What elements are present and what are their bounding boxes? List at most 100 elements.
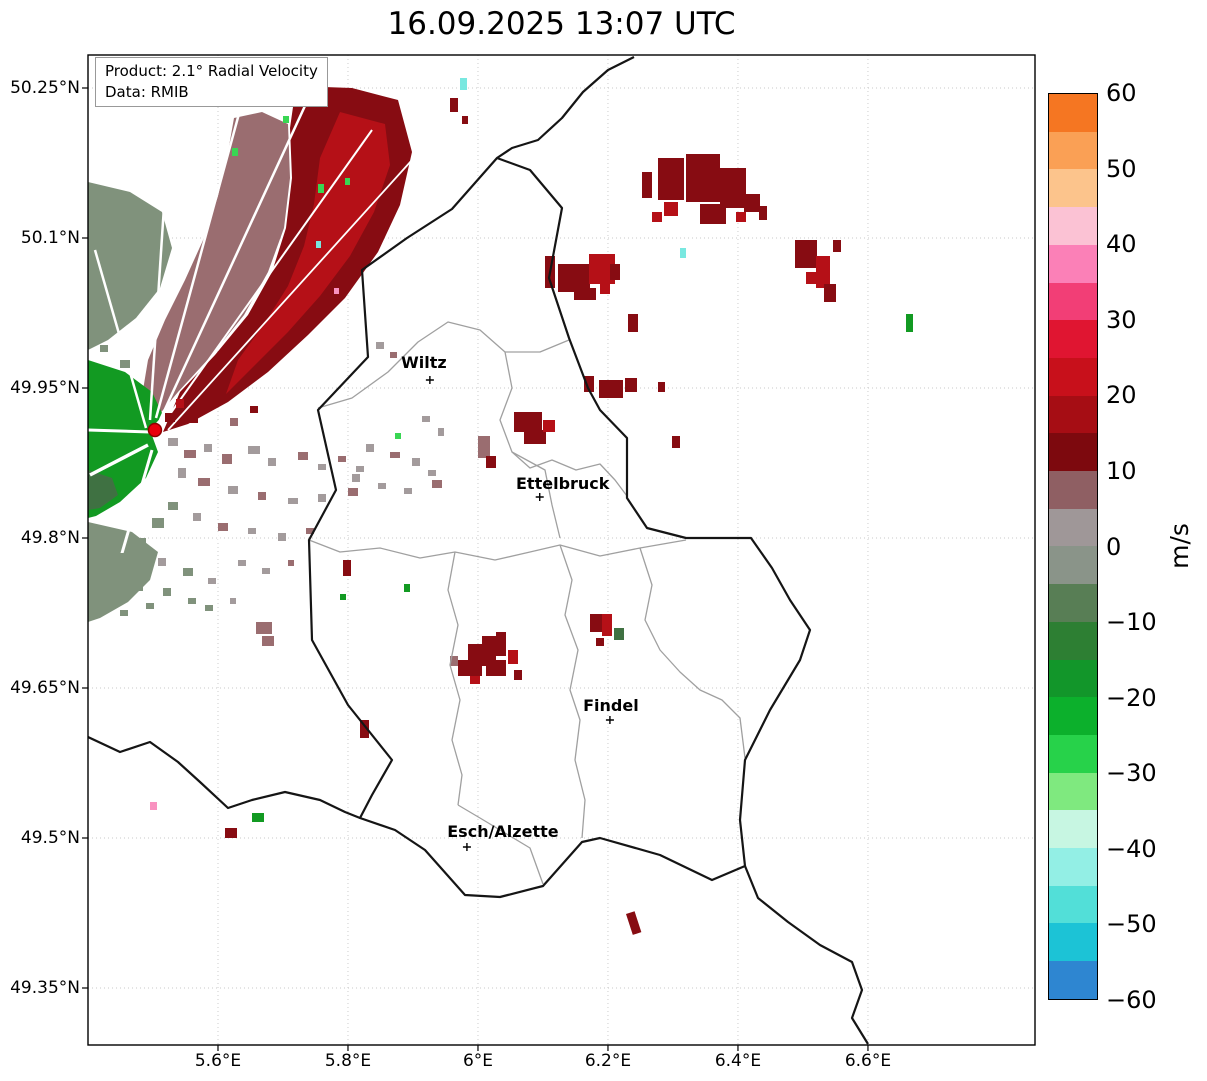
colorbar-segment [1049, 94, 1097, 132]
echo-cell [163, 588, 171, 596]
echo-cell [422, 416, 430, 422]
echo-cell [230, 418, 238, 426]
y-tick-label: 50.25°N [10, 78, 80, 98]
district-border [511, 451, 628, 497]
echo-cell [228, 486, 238, 494]
echo-cell [248, 528, 256, 534]
echo-cell [306, 528, 314, 534]
echo-cell [450, 98, 458, 112]
legend-box: Product: 2.1° Radial Velocity Data: RMIB [95, 57, 328, 107]
echo-cell [340, 594, 346, 600]
y-tick-label: 49.95°N [10, 378, 80, 398]
colorbar-tick-label: −50 [1106, 910, 1157, 939]
echo-cell [288, 560, 294, 566]
colorbar-tick-label: −10 [1106, 608, 1157, 637]
echo-cell [486, 456, 496, 468]
district-border [559, 544, 586, 839]
echo-region [88, 470, 118, 510]
colorbar-unit-label: m/s [1165, 523, 1194, 569]
country-borders [88, 56, 869, 1045]
luxembourg-border [307, 156, 812, 899]
colorbar-tick-label: 30 [1106, 305, 1137, 334]
echo-cell [460, 78, 467, 90]
echo-cell [458, 660, 482, 676]
radar-spoke [89, 443, 149, 477]
colorbar-segment [1049, 508, 1097, 547]
colorbar [1048, 93, 1098, 1000]
echo-cell [906, 314, 913, 332]
district-border [447, 551, 463, 806]
axis-tick-marks [82, 87, 869, 1051]
x-tick-label: 6°E [462, 1051, 493, 1071]
echo-cell [278, 533, 286, 541]
echo-cell [262, 636, 274, 646]
echo-cell [496, 632, 506, 656]
echo-cell [345, 178, 350, 185]
district-border [505, 339, 570, 353]
echo-cell [720, 168, 746, 208]
x-tick-label: 6.2°E [584, 1051, 632, 1071]
echo-cell [193, 513, 201, 521]
echo-cell [816, 256, 830, 288]
echo-cell [628, 314, 638, 332]
radar-spoke [167, 159, 413, 431]
echo-cell [338, 456, 346, 462]
echo-cell [250, 406, 258, 413]
echo-cell [482, 636, 496, 666]
radar-spoke [158, 94, 312, 421]
echo-cell [378, 483, 386, 489]
district-border [639, 547, 746, 759]
x-tick-label: 5.6°E [194, 1051, 242, 1071]
legend-data-line: Data: RMIB [105, 83, 189, 101]
echo-cell [478, 436, 490, 458]
city-marker [462, 843, 471, 851]
echo-cell [108, 593, 116, 601]
echo-cell [178, 468, 186, 478]
colorbar-tick-label: −30 [1106, 759, 1157, 788]
colorbar-tick-label: −60 [1106, 986, 1157, 1014]
district-border [308, 539, 687, 561]
echo-cell [256, 622, 272, 634]
echo-cell [352, 474, 360, 482]
echo-cell [356, 466, 364, 472]
echo-cell [428, 470, 436, 476]
echo-cell [438, 428, 444, 436]
x-tick-label: 5.8°E [324, 1051, 372, 1071]
echo-cell [599, 380, 623, 398]
radar-spoke [156, 447, 232, 556]
echo-cell [642, 172, 652, 198]
city-label: Findel [583, 696, 639, 715]
legend-product-line: Product: 2.1° Radial Velocity [105, 62, 318, 80]
plot-frame [87, 54, 1036, 1046]
x-tick-label: 6.4°E [714, 1051, 762, 1071]
echo-cell [736, 212, 746, 222]
colorbar-segment [1049, 169, 1097, 208]
echo-cell [232, 148, 238, 156]
echo-cell [524, 430, 546, 444]
echo-cell [208, 578, 216, 584]
echo-cell [150, 802, 157, 810]
radar-spoke [93, 249, 148, 429]
y-tick-label: 49.65°N [10, 678, 80, 698]
echo-cell [625, 378, 637, 392]
border-line [88, 736, 361, 820]
echo-cell [574, 288, 596, 300]
echo-cell [334, 288, 339, 294]
echo-cell [602, 614, 612, 636]
echo-cell [412, 458, 420, 466]
city-label: Esch/Alzette [447, 822, 559, 841]
colorbar-tick-label: 0 [1106, 532, 1122, 561]
echo-cell [514, 412, 542, 432]
x-tick-label: 6.6°E [844, 1051, 892, 1071]
colorbar-segment [1049, 546, 1097, 585]
echo-cell [252, 813, 264, 822]
echo-cell [486, 660, 506, 676]
echo-cell [596, 638, 604, 646]
y-tick-label: 49.8°N [20, 528, 80, 548]
colorbar-tick-label: −20 [1106, 683, 1157, 712]
echo-cell [404, 488, 412, 494]
echo-cell [133, 583, 143, 591]
echo-cell [395, 433, 401, 439]
